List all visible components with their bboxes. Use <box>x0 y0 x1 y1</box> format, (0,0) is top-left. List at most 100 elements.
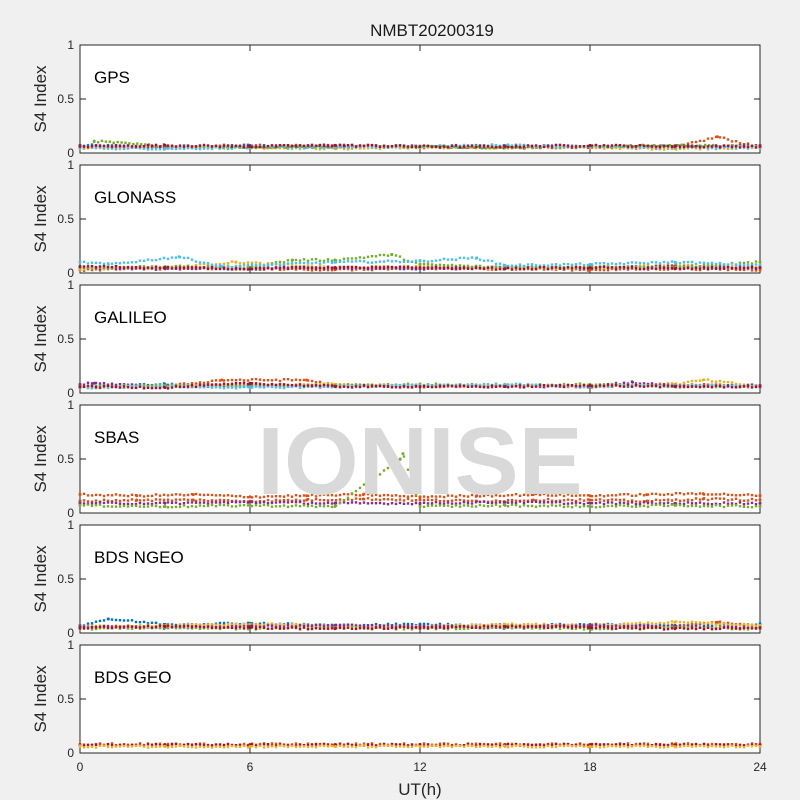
data-point <box>206 144 210 147</box>
data-point <box>154 268 158 271</box>
data-point <box>94 504 98 507</box>
data-point <box>362 266 366 269</box>
data-point <box>302 494 306 497</box>
data-point <box>322 261 326 264</box>
data-point <box>374 474 378 478</box>
data-point <box>306 384 310 387</box>
data-point <box>478 258 482 261</box>
data-point <box>526 266 530 269</box>
data-point <box>398 255 402 258</box>
data-point <box>634 261 638 264</box>
data-point <box>378 253 382 257</box>
data-point <box>498 267 502 271</box>
data-point <box>266 144 270 148</box>
data-point <box>646 264 650 267</box>
data-point <box>642 385 646 388</box>
data-point <box>366 502 370 505</box>
data-point <box>122 494 126 497</box>
data-point <box>310 379 314 383</box>
data-point <box>286 259 290 262</box>
data-point <box>638 264 642 267</box>
data-point <box>657 145 660 148</box>
data-point <box>446 504 450 507</box>
data-point <box>546 267 550 271</box>
data-point <box>402 260 406 264</box>
data-point <box>754 146 758 149</box>
data-point <box>586 505 590 508</box>
data-point <box>146 143 150 147</box>
data-series <box>78 264 762 271</box>
data-point <box>354 383 358 386</box>
data-point <box>150 386 154 390</box>
data-point <box>294 262 298 265</box>
data-point <box>650 500 654 503</box>
data-point <box>330 494 334 497</box>
data-point <box>734 494 738 497</box>
data-point <box>688 145 691 148</box>
data-point <box>586 269 590 272</box>
data-point <box>503 267 507 271</box>
data-point <box>138 385 142 388</box>
data-point <box>330 499 334 502</box>
data-point <box>445 145 448 148</box>
data-point <box>370 144 374 147</box>
data-point <box>538 493 542 497</box>
data-point <box>734 382 738 386</box>
data-point <box>682 145 686 149</box>
data-point <box>250 504 254 508</box>
data-point <box>450 258 454 261</box>
data-point <box>702 383 706 386</box>
data-point <box>642 384 646 387</box>
data-point <box>406 265 410 269</box>
data-point <box>284 146 288 149</box>
data-point <box>692 145 695 148</box>
data-point <box>248 267 252 271</box>
data-point <box>649 145 652 148</box>
data-point <box>618 504 622 507</box>
data-point <box>446 384 450 387</box>
data-point <box>310 143 314 147</box>
data-point <box>606 266 610 269</box>
data-point <box>631 380 634 384</box>
data-point <box>758 266 762 270</box>
data-point <box>711 143 715 147</box>
data-point <box>538 504 542 508</box>
data-point <box>258 496 262 499</box>
data-point <box>290 379 294 382</box>
data-point <box>518 494 522 497</box>
data-point <box>558 383 562 387</box>
data-point <box>414 261 418 264</box>
data-point <box>422 385 426 388</box>
data-point <box>470 384 474 387</box>
data-point <box>374 266 378 269</box>
data-point <box>170 501 174 505</box>
data-point <box>202 147 206 150</box>
data-point <box>234 495 238 498</box>
data-point <box>250 267 254 271</box>
data-point <box>114 383 118 387</box>
data-point <box>554 494 558 497</box>
data-point <box>510 503 514 506</box>
data-point <box>630 145 634 148</box>
data-series <box>78 381 762 390</box>
data-point <box>246 385 250 388</box>
data-point <box>154 148 158 151</box>
data-point <box>510 144 514 147</box>
data-point <box>638 382 642 385</box>
data-point <box>150 499 154 503</box>
data-point <box>629 144 632 147</box>
data-point <box>302 144 306 148</box>
data-point <box>610 384 614 387</box>
data-point <box>562 268 566 271</box>
data-point <box>86 262 90 265</box>
data-point <box>662 493 666 497</box>
data-point <box>642 265 646 268</box>
y-axis-label: S4 Index <box>31 425 50 493</box>
data-point <box>333 146 337 150</box>
data-point <box>102 264 106 268</box>
data-point <box>150 504 154 507</box>
data-point <box>394 386 398 389</box>
data-point <box>650 267 654 270</box>
data-point <box>114 493 118 496</box>
data-point <box>454 144 458 147</box>
